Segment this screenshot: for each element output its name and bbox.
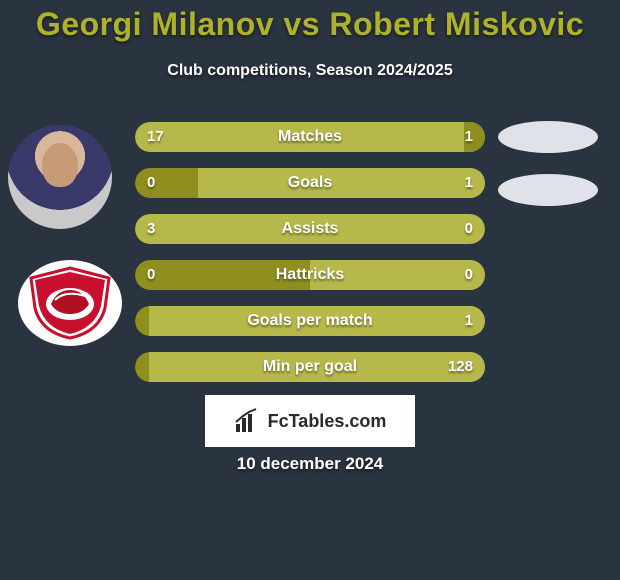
player2-avatar-placeholder-1: [498, 121, 598, 153]
player1-club-logo: [18, 260, 122, 346]
player2-avatar-placeholder-2: [498, 174, 598, 206]
date-label: 10 december 2024: [0, 454, 620, 474]
fctables-badge: FcTables.com: [205, 395, 415, 447]
stat-fill: [198, 168, 485, 198]
stat-fill: [149, 352, 485, 382]
stat-fill: [310, 260, 485, 290]
stat-row: 1Goals per match: [135, 306, 485, 336]
stat-row: 171Matches: [135, 122, 485, 152]
stat-value-left: 0: [147, 260, 155, 290]
stat-value-right: 1: [465, 306, 473, 336]
stat-row: 30Assists: [135, 214, 485, 244]
stat-fill: [149, 306, 485, 336]
stat-track: [135, 122, 485, 152]
dinamo-crest-icon: [25, 266, 115, 340]
stat-value-right: 1: [465, 168, 473, 198]
stat-value-right: 128: [448, 352, 473, 382]
stat-row: 00Hattricks: [135, 260, 485, 290]
stat-value-left: 3: [147, 214, 155, 244]
fctables-badge-text: FcTables.com: [268, 411, 387, 432]
stat-value-left: 0: [147, 168, 155, 198]
stat-track: [135, 214, 485, 244]
page-title: Georgi Milanov vs Robert Miskovic: [0, 6, 620, 43]
player1-avatar: [8, 125, 112, 229]
stat-value-right: 0: [465, 260, 473, 290]
stat-row: 128Min per goal: [135, 352, 485, 382]
subtitle: Club competitions, Season 2024/2025: [0, 62, 620, 80]
fctables-logo-icon: [234, 408, 260, 434]
stat-value-left: 17: [147, 122, 164, 152]
stats-bars: 171Matches01Goals30Assists00Hattricks1Go…: [135, 122, 485, 398]
stat-value-right: 0: [465, 214, 473, 244]
stat-row: 01Goals: [135, 168, 485, 198]
comparison-infographic: Georgi Milanov vs Robert Miskovic Club c…: [0, 0, 620, 580]
stat-value-right: 1: [465, 122, 473, 152]
